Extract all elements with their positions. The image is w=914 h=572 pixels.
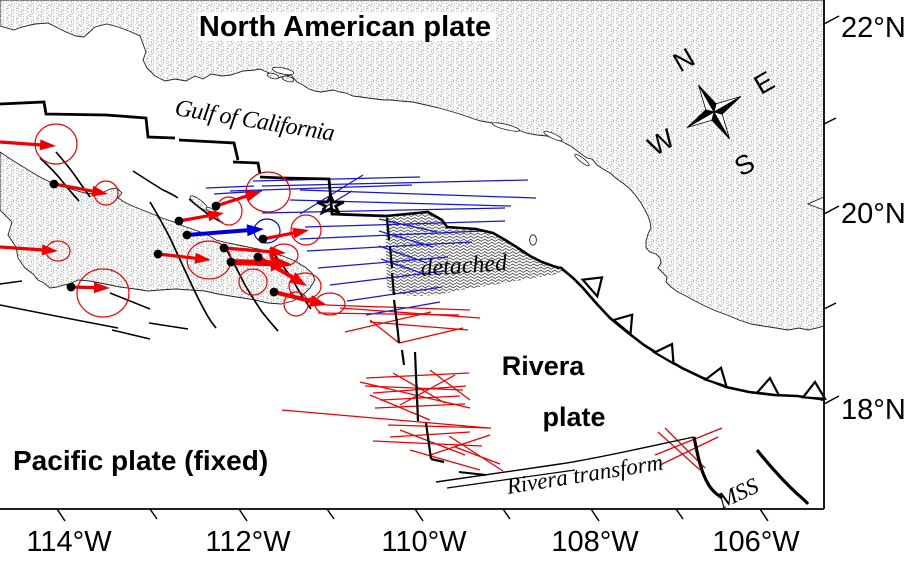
svg-text:106°W: 106°W [712,526,800,558]
svg-text:112°W: 112°W [205,526,291,558]
svg-text:20°N: 20°N [841,198,906,230]
svg-text:detached: detached [420,250,509,282]
svg-text:22°N: 22°N [841,12,906,44]
svg-text:108°W: 108°W [551,526,639,558]
svg-text:Rivera: Rivera [502,351,586,381]
svg-text:18°N: 18°N [841,394,906,426]
svg-text:North American plate: North American plate [199,11,491,43]
svg-text:plate: plate [542,402,605,432]
svg-text:Pacific plate (fixed): Pacific plate (fixed) [13,445,268,476]
svg-text:114°W: 114°W [26,526,112,558]
svg-text:110°W: 110°W [381,526,467,558]
